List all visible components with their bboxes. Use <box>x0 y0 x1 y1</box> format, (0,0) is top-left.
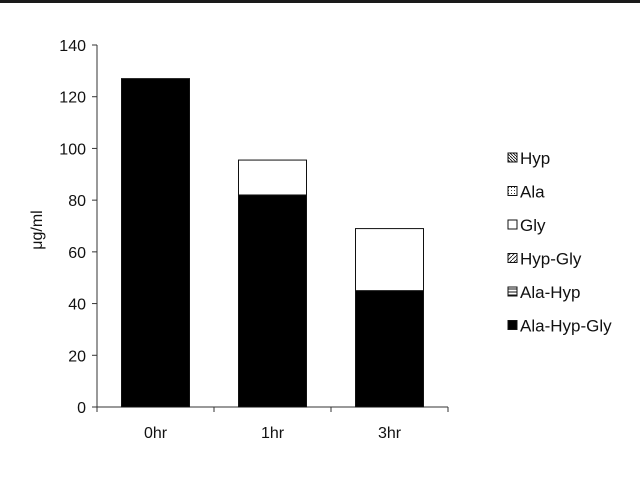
legend: Hyp Ala Gly Hyp-Gly Ala-Hyp Ala-Hyp-Gly <box>508 149 612 336</box>
legend-swatch-hyp <box>508 153 517 162</box>
bar-segment-gly-1hr <box>239 160 307 195</box>
x-tick-label: 1hr <box>261 425 285 442</box>
legend-swatch-hyp-gly <box>508 254 517 263</box>
y-tick-label: 40 <box>68 297 86 314</box>
y-tick-label: 60 <box>68 245 86 262</box>
legend-label-ala-hyp: Ala-Hyp <box>520 283 580 302</box>
legend-label-gly: Gly <box>520 216 546 235</box>
y-axis-title: μg/ml <box>29 210 46 249</box>
legend-swatch-gly <box>508 220 517 229</box>
bar-segment-ala-hyp-gly-3hr <box>356 291 424 407</box>
legend-label-hyp: Hyp <box>520 149 550 168</box>
y-tick-label: 140 <box>59 38 86 55</box>
tick-labels: 0 20 40 60 80 100 120 140 0hr 1hr 3hr <box>59 38 401 442</box>
bars <box>122 79 424 407</box>
x-tick-label: 3hr <box>378 425 402 442</box>
y-tick-label: 0 <box>77 400 86 417</box>
legend-swatch-ala <box>508 187 517 196</box>
y-tick-label: 80 <box>68 193 86 210</box>
y-tick-label: 120 <box>59 90 86 107</box>
y-tick-label: 20 <box>68 348 86 365</box>
bar-segment-ala-hyp-gly-0hr <box>122 79 190 407</box>
bar-segment-ala-hyp-gly-1hr <box>239 195 307 407</box>
y-tick-label: 100 <box>59 141 86 158</box>
legend-label-hyp-gly: Hyp-Gly <box>520 250 582 269</box>
legend-swatch-ala-hyp <box>508 287 517 296</box>
bar-segment-gly-3hr <box>356 229 424 291</box>
legend-label-ala-hyp-gly: Ala-Hyp-Gly <box>520 317 612 336</box>
legend-swatch-ala-hyp-gly <box>508 321 517 330</box>
legend-label-ala: Ala <box>520 183 545 202</box>
x-tick-label: 0hr <box>144 425 168 442</box>
